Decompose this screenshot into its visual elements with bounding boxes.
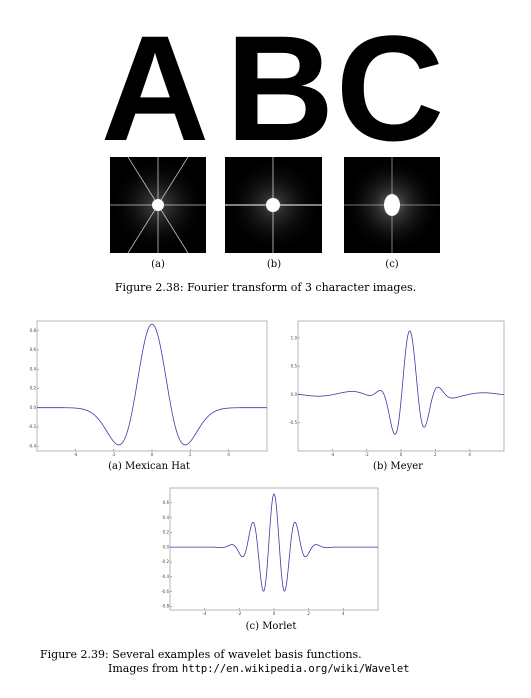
y-tick-label: -0.8 <box>161 604 169 609</box>
x-tick-label: 0 <box>151 452 154 457</box>
figure-2-39-caption: Figure 2.39: Several examples of wavelet… <box>40 648 362 661</box>
x-tick-label: 2 <box>189 452 192 457</box>
plot-frame <box>169 487 379 611</box>
y-tick-label: 0.4 <box>163 515 170 520</box>
letter-a: A <box>100 4 210 172</box>
x-tick-label: 0 <box>273 611 276 616</box>
plot-frame <box>297 320 505 452</box>
caption-morlet: (c) Morlet <box>245 621 297 632</box>
sublabel-a: (a) <box>151 259 165 270</box>
x-tick-label: 2 <box>434 452 437 457</box>
wavelet-curve <box>297 330 505 435</box>
y-tick-label: -0.2 <box>28 424 36 429</box>
figure-2-38-caption: Figure 2.38: Fourier transform of 3 char… <box>114 281 417 294</box>
x-tick-label: 4 <box>342 611 345 616</box>
caption-mexican-hat: (a) Mexican Hat <box>108 461 190 472</box>
y-tick-label: -0.4 <box>28 443 36 448</box>
x-tick-label: -4 <box>330 452 334 457</box>
caption-meyer: (b) Meyer <box>373 461 423 472</box>
letter-c: C <box>335 4 445 172</box>
wavelet-curve <box>170 493 378 592</box>
plot-frame <box>36 320 268 452</box>
x-tick-label: 4 <box>227 452 230 457</box>
sublabel-c: (c) <box>385 259 399 270</box>
y-tick-label: -0.2 <box>161 559 169 564</box>
x-tick-label: 0 <box>400 452 403 457</box>
y-tick-label: 0.6 <box>163 500 170 505</box>
wavelet-curve <box>37 323 267 446</box>
y-tick-label: 0.2 <box>30 386 37 391</box>
y-tick-label: 1.0 <box>291 335 298 340</box>
x-tick-label: -4 <box>73 452 77 457</box>
x-tick-label: -2 <box>365 452 369 457</box>
plot-morlet: 0.6 0.4 0.2 0.0 -0.2 -0.4 -0.6 -0.8 -4 -2 0 2 4 <box>160 482 382 618</box>
x-tick-label: -2 <box>112 452 116 457</box>
y-tick-label: 0.0 <box>163 544 170 549</box>
plot-mexican-hat: 0.8 0.6 0.4 0.2 0.0 -0.2 -0.4 -4 -2 0 2 4 <box>27 315 271 459</box>
letter-b: B <box>225 4 335 172</box>
fourier-image-a <box>110 157 206 253</box>
x-tick-label: -2 <box>237 611 241 616</box>
plot-meyer: 1.0 0.5 0.0 -0.5 -4 -2 0 2 4 <box>288 315 508 459</box>
y-tick-label: 0.2 <box>163 530 170 535</box>
source-prefix: Images from <box>108 662 179 675</box>
x-tick-label: 4 <box>468 452 471 457</box>
x-tick-label: -4 <box>203 611 207 616</box>
figure-2-39-source: Images from http://en.wikipedia.org/wiki… <box>108 662 410 675</box>
y-tick-label: 0.5 <box>291 364 298 369</box>
y-tick-label: -0.6 <box>161 589 169 594</box>
fourier-image-b <box>225 157 322 253</box>
y-tick-label: 0.6 <box>30 347 37 352</box>
x-tick-label: 2 <box>307 611 310 616</box>
y-tick-label: -0.5 <box>289 420 297 425</box>
y-tick-label: 0.0 <box>30 405 37 410</box>
y-tick-label: 0.8 <box>30 328 37 333</box>
sublabel-b: (b) <box>266 259 282 270</box>
y-tick-label: 0.4 <box>30 366 37 371</box>
fourier-image-c <box>344 157 440 253</box>
source-url[interactable]: http://en.wikipedia.org/wiki/Wavelet <box>181 663 410 675</box>
y-tick-label: -0.4 <box>161 574 169 579</box>
y-tick-label: 0.0 <box>291 392 298 397</box>
